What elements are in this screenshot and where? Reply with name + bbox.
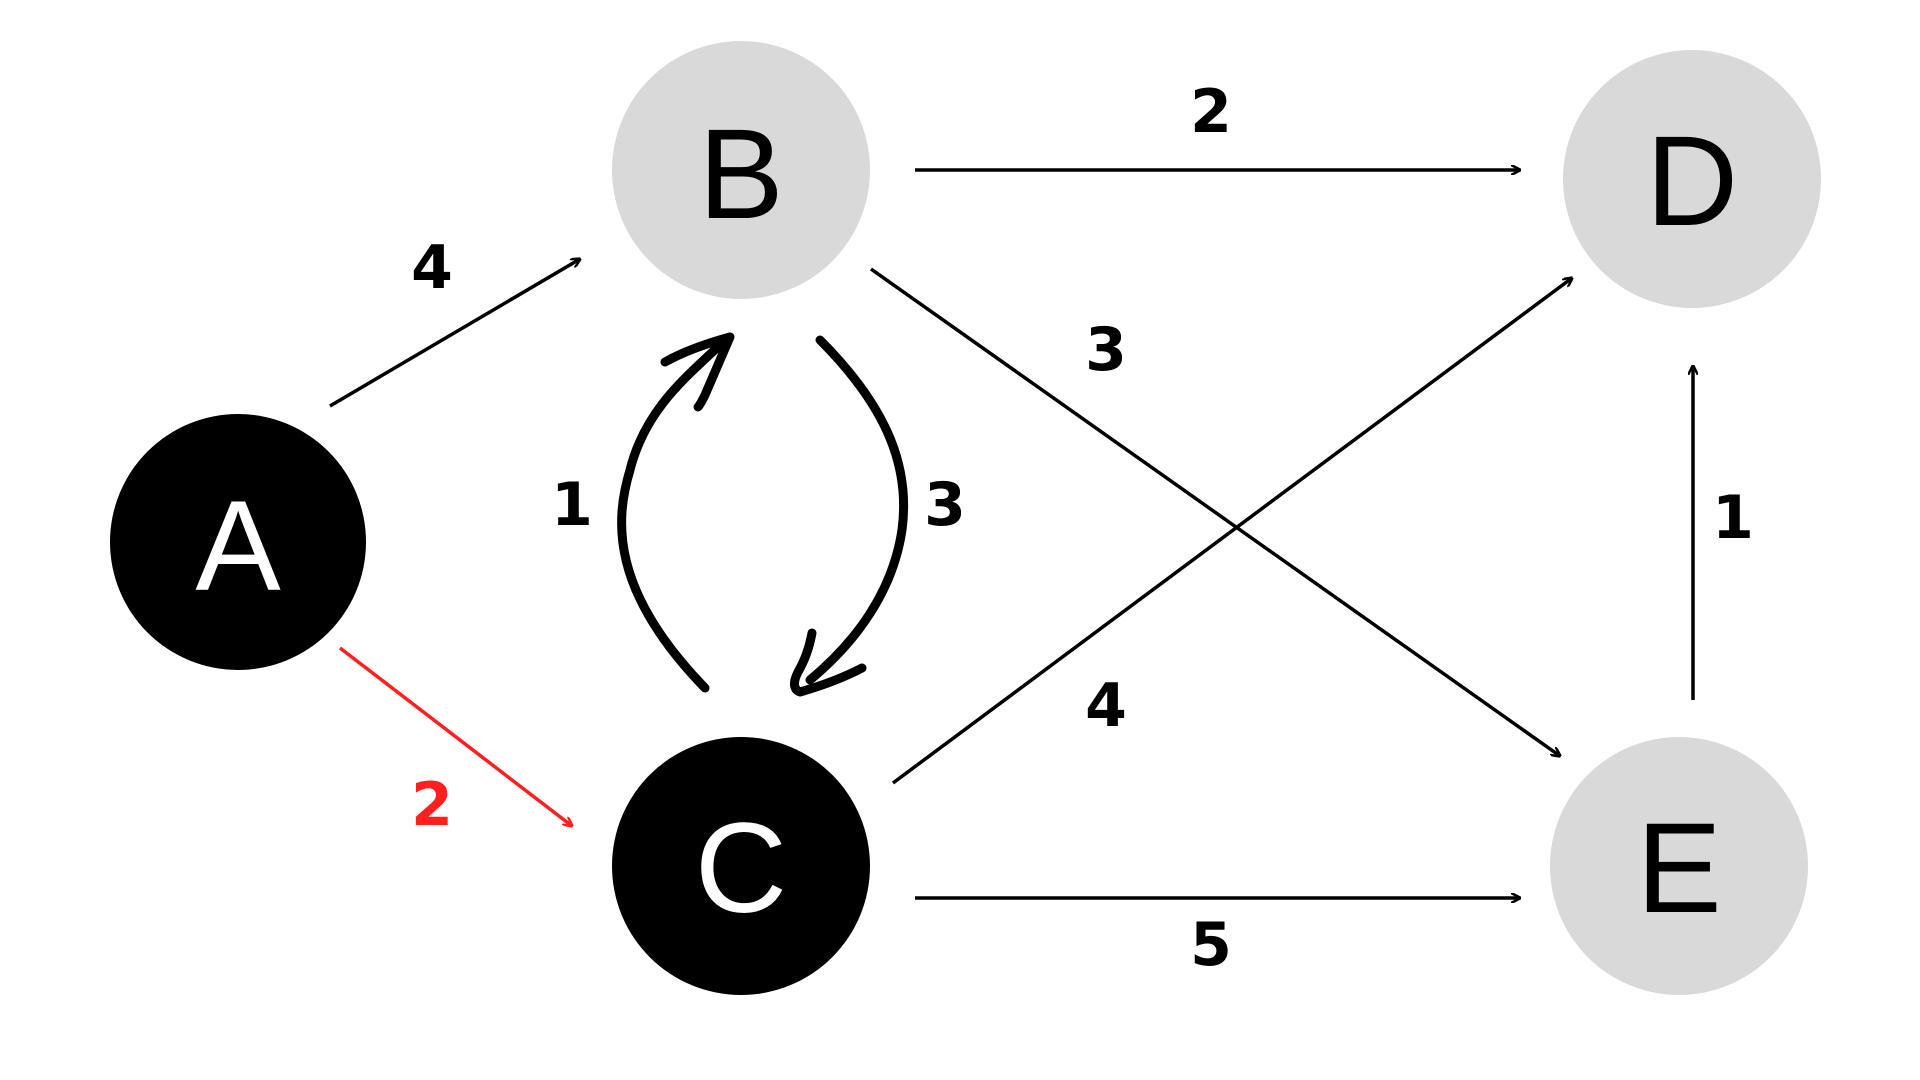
node-d-circle [1563,50,1821,308]
node-a-circle [110,414,366,670]
node-e: E [1550,737,1808,995]
edge-b-c [790,335,909,697]
weight-b-c: 3 [924,470,966,540]
node-a: A [110,414,366,670]
edge-a-c [338,646,572,826]
node-b: B [612,41,870,299]
node-c-circle [612,737,870,995]
weight-e-d: 1 [1712,483,1754,553]
weight-a-c: 2 [411,770,453,840]
edge-a-b [329,259,580,408]
edge-c-b [617,332,735,693]
weight-c-e: 5 [1190,910,1232,980]
weight-b-e: 3 [1085,315,1127,385]
edge-c-d [891,278,1572,785]
node-c: C [612,737,870,995]
node-e-label: E [1636,797,1721,940]
node-c-label: C [695,797,787,940]
node-d: D [1563,50,1821,308]
weight-a-b: 4 [411,233,453,303]
node-d-label: D [1646,110,1738,253]
edge-b-e [869,267,1560,756]
node-e-circle [1550,737,1808,995]
weight-c-d: 4 [1085,671,1127,741]
node-a-label: A [195,475,281,618]
node-b-label: B [698,103,783,246]
node-b-circle [612,41,870,299]
weight-c-b: 1 [551,470,593,540]
weight-b-d: 2 [1190,77,1232,147]
